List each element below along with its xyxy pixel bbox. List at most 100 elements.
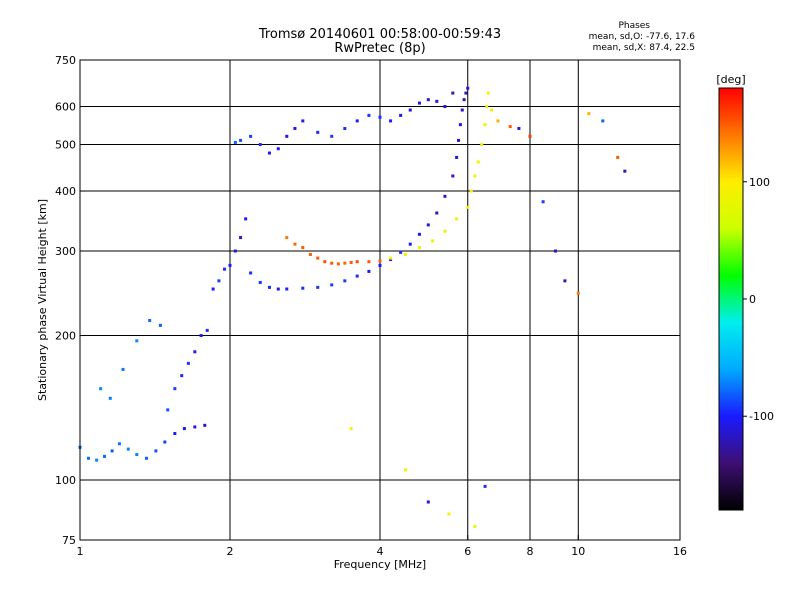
colorbar-tick-label: -100 [749,410,774,423]
data-point [301,286,305,290]
data-point [163,440,167,444]
data-point [308,253,312,257]
data-point [239,138,243,142]
data-point [343,261,347,265]
data-point [576,291,580,295]
y-tick-label: 300 [55,245,76,258]
data-point [563,279,567,283]
data-point [180,374,184,378]
data-point [233,140,237,144]
data-point [623,169,627,173]
x-tick-label: 4 [377,545,384,558]
stats-title: Phases [618,21,650,31]
data-point [466,86,470,90]
data-point [217,279,221,283]
data-point [473,525,477,529]
data-point [285,287,289,291]
colorbar-tick-label: 100 [749,176,770,189]
data-point [103,454,107,458]
data-point [616,155,620,159]
data-point [517,126,521,130]
data-point [228,263,232,267]
data-point [426,223,430,227]
data-point [417,232,421,236]
data-point [258,280,262,284]
data-point [541,200,545,204]
data-point [355,260,359,264]
data-point [126,447,130,451]
data-point [399,250,403,254]
data-point [173,387,177,391]
data-point [276,147,280,151]
data-point [443,194,447,198]
data-point [458,123,462,127]
data-point [108,396,112,400]
data-point [267,151,271,155]
data-point [211,287,215,291]
data-point [86,456,90,460]
chart-subtitle: RwPretec (8p) [334,41,426,56]
data-point [469,189,473,193]
data-point [276,287,280,291]
data-point [267,285,271,289]
data-point [99,387,103,391]
stats-line-x: mean, sd,X: 87.4, 22.5 [592,43,695,53]
data-point [293,242,297,246]
data-point [285,236,289,240]
data-point [336,262,340,266]
data-point [316,256,320,260]
data-point [343,279,347,283]
data-point [378,259,382,263]
data-point [223,267,227,271]
data-point [367,260,371,264]
data-point [417,101,421,105]
data-point [378,263,382,267]
data-point [258,143,262,147]
y-tick-label: 600 [55,101,76,114]
data-point [148,318,152,322]
data-point [447,512,451,516]
data-point [483,123,487,127]
data-point [553,249,557,253]
data-point [145,456,149,460]
data-point [117,442,121,446]
data-point [285,134,289,138]
data-point [316,130,320,134]
data-point [233,249,237,253]
data-point [426,500,430,504]
data-point [249,271,253,275]
data-point [330,283,334,287]
data-point [455,217,459,221]
data-point [408,108,412,112]
data-point [330,261,334,265]
data-point [435,99,439,103]
data-point [121,367,125,371]
y-axis-label: Stationary phase Virtual Height [km] [36,199,49,401]
data-point [355,274,359,278]
data-point [193,425,197,429]
data-point [389,256,393,260]
data-point [158,323,162,327]
data-point [355,119,359,123]
data-point [457,138,461,142]
data-point [249,134,253,138]
grid-lines [80,60,680,540]
colorbar-ticks: -100 0 100 [743,176,774,423]
data-point [301,119,305,123]
data-point [367,269,371,273]
phase-stats: Phases mean, sd,O: -77.6, 17.6 mean, sd,… [525,21,695,54]
scatter-points [78,86,627,529]
data-point [464,91,468,95]
data-point [476,160,480,164]
data-point [316,285,320,289]
colorbar: [deg] -100 0 100 [716,73,774,511]
x-tick-label: 8 [527,545,534,558]
data-point [239,236,243,240]
data-point [343,126,347,130]
data-point [496,119,500,123]
data-point [95,458,99,462]
data-point [173,432,177,436]
colorbar-label: [deg] [716,73,745,86]
data-point [483,484,487,488]
